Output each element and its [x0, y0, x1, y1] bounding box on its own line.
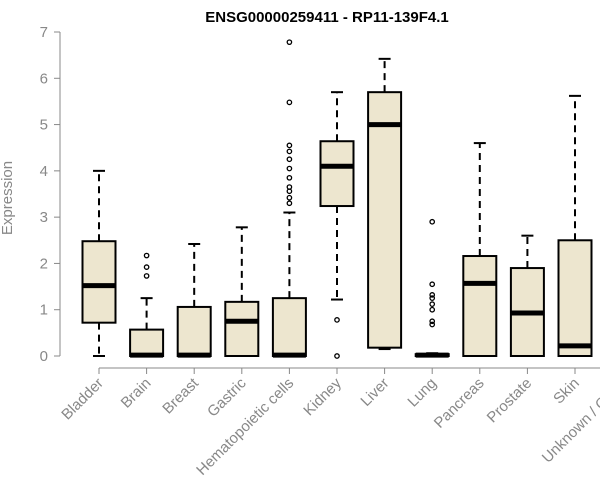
x-tick-label: Brain	[118, 375, 155, 412]
y-tick-label: 4	[40, 163, 48, 180]
y-axis-label: Expression	[0, 161, 16, 235]
box-rect	[176, 305, 212, 357]
outlier-point	[334, 353, 340, 359]
box-rect	[367, 91, 403, 349]
outlier-point	[143, 264, 150, 270]
box-kidney	[319, 91, 355, 359]
x-tick-label: Bladder	[58, 375, 107, 424]
y-tick-label: 2	[40, 255, 48, 272]
chart-title: ENSG00000259411 - RP11-139F4.1	[205, 9, 449, 26]
x-tick-label: Gastric	[204, 374, 250, 420]
x-tick-label: Pancreas	[431, 375, 488, 432]
outlier-point	[286, 165, 293, 172]
box-rect	[557, 239, 593, 358]
box-brain	[129, 252, 165, 358]
x-tick-label: Kidney	[300, 374, 345, 419]
outlier-point	[286, 99, 293, 106]
outlier-point	[286, 174, 293, 181]
outlier-point	[143, 273, 150, 279]
box-skin	[557, 94, 593, 358]
y-tick-label: 1	[40, 302, 48, 319]
box-breast	[176, 242, 212, 358]
outlier-point	[286, 39, 293, 46]
x-tick-label: Breast	[159, 374, 202, 417]
box-rect	[462, 255, 498, 357]
outlier-point	[334, 317, 340, 323]
outlier-point	[429, 295, 436, 301]
x-tick-label: Prostate	[484, 375, 536, 427]
box-lung	[414, 218, 450, 358]
outlier-point	[143, 252, 150, 259]
outlier-point	[286, 148, 293, 155]
outlier-point	[429, 301, 436, 308]
outlier-point	[286, 200, 293, 207]
outlier-point	[286, 194, 293, 201]
y-axis: 0 1 2 3 4 5 6 7	[40, 24, 61, 365]
box-rect	[129, 328, 165, 358]
y-tick-label: 0	[40, 348, 48, 365]
outlier-point	[286, 156, 293, 163]
outlier-point	[429, 306, 436, 313]
box-rect	[271, 297, 307, 357]
outlier-point	[429, 218, 436, 225]
box-prostate	[509, 234, 545, 357]
y-tick-label: 3	[40, 209, 48, 226]
outlier-point	[429, 321, 436, 328]
outlier-point	[286, 142, 293, 149]
x-tick-label: Skin	[550, 375, 583, 408]
outlier-point	[286, 184, 293, 190]
x-tick-label: Liver	[357, 375, 392, 410]
box-pancreas	[462, 142, 498, 357]
box-rect	[319, 140, 355, 208]
box-liver	[367, 57, 403, 351]
box-bladder	[81, 169, 117, 357]
outlier-point	[429, 281, 436, 288]
outlier-point	[429, 292, 436, 298]
y-tick-label: 7	[40, 24, 48, 41]
x-tick-label: Lung	[404, 375, 440, 411]
box-rect	[224, 300, 260, 357]
y-tick-label: 5	[40, 117, 48, 134]
box-hematopoietic-cells	[271, 39, 307, 358]
box-rect	[81, 240, 117, 324]
boxes-group	[81, 39, 593, 359]
outlier-point	[429, 318, 436, 325]
box-gastric	[224, 226, 260, 357]
y-tick-label: 6	[40, 70, 48, 87]
